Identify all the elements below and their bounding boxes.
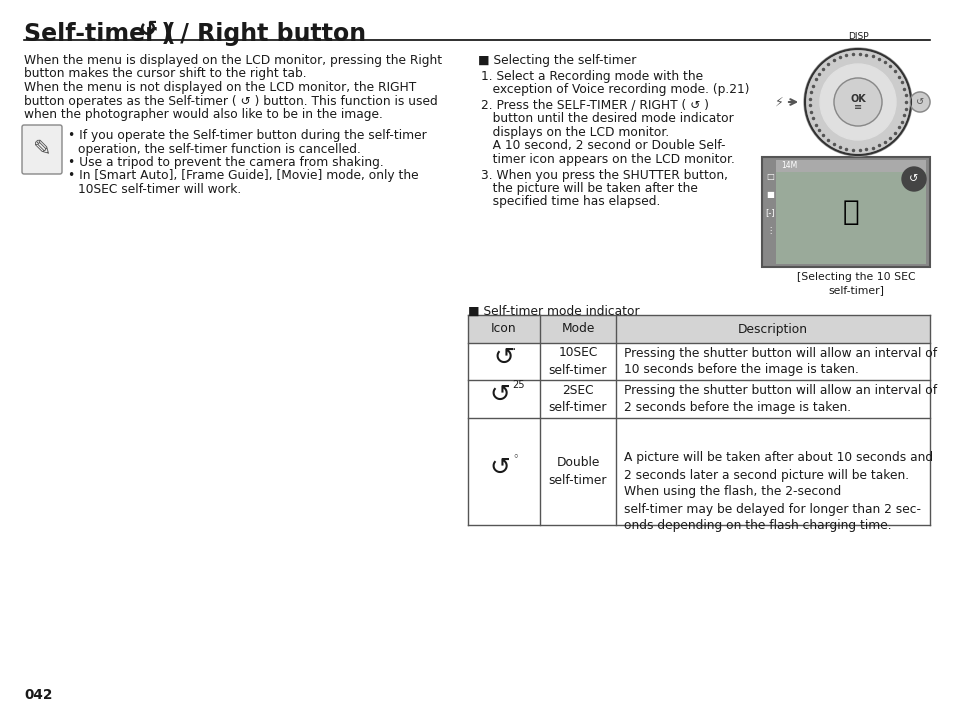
Circle shape	[820, 64, 895, 140]
Circle shape	[833, 78, 882, 126]
Text: ↺: ↺	[493, 346, 514, 369]
Circle shape	[803, 48, 911, 156]
Bar	[775, 160, 925, 172]
Text: ↺: ↺	[915, 97, 923, 107]
Text: 3. When you press the SHUTTER button,: 3. When you press the SHUTTER button,	[480, 168, 727, 181]
Text: ≡: ≡	[853, 102, 862, 112]
FancyBboxPatch shape	[22, 125, 62, 174]
Text: Description: Description	[738, 323, 807, 336]
Text: • In [Smart Auto], [Frame Guide], [Movie] mode, only the: • In [Smart Auto], [Frame Guide], [Movie…	[68, 169, 418, 182]
Text: [-]: [-]	[764, 209, 774, 217]
Text: 1. Select a Recording mode with the: 1. Select a Recording mode with the	[480, 70, 702, 83]
Text: ■ Self-timer mode indicator: ■ Self-timer mode indicator	[468, 305, 639, 318]
Text: Icon: Icon	[491, 323, 517, 336]
Circle shape	[909, 92, 929, 112]
Text: Pressing the shutter button will allow an interval of
2 seconds before the image: Pressing the shutter button will allow a…	[623, 384, 936, 414]
Text: 2. Press the SELF-TIMER / RIGHT ( ↺ ): 2. Press the SELF-TIMER / RIGHT ( ↺ )	[480, 99, 708, 112]
Text: displays on the LCD monitor.: displays on the LCD monitor.	[480, 126, 669, 139]
Text: ⋮: ⋮	[765, 227, 774, 235]
Text: • If you operate the Self-timer button during the self-timer: • If you operate the Self-timer button d…	[68, 129, 426, 142]
Text: button until the desired mode indicator: button until the desired mode indicator	[480, 112, 733, 125]
Bar	[761, 157, 929, 267]
Text: • Use a tripod to prevent the camera from shaking.: • Use a tripod to prevent the camera fro…	[68, 156, 383, 169]
Text: ↺: ↺	[138, 20, 156, 40]
Text: Double
self-timer: Double self-timer	[548, 456, 607, 487]
Circle shape	[901, 167, 925, 191]
Text: 10SEC self-timer will work.: 10SEC self-timer will work.	[78, 183, 241, 196]
Text: 👫: 👫	[841, 198, 859, 226]
Circle shape	[806, 51, 908, 153]
Text: A 10 second, 2 second or Double Self-: A 10 second, 2 second or Double Self-	[480, 140, 724, 153]
Text: ↺: ↺	[489, 383, 510, 407]
Text: OK: OK	[849, 94, 865, 104]
Text: ◦: ◦	[512, 452, 518, 462]
Text: ) / Right button: ) / Right button	[152, 22, 366, 46]
Text: 10SEC
self-timer: 10SEC self-timer	[548, 346, 607, 377]
Circle shape	[817, 62, 897, 142]
Text: timer icon appears on the LCD monitor.: timer icon appears on the LCD monitor.	[480, 153, 734, 166]
Text: 2SEC
self-timer: 2SEC self-timer	[548, 384, 607, 414]
Text: ✎: ✎	[32, 140, 51, 160]
Text: 042: 042	[24, 688, 52, 702]
Text: 25: 25	[512, 380, 524, 390]
Text: ↺: ↺	[908, 174, 918, 184]
Text: when the photographer would also like to be in the image.: when the photographer would also like to…	[24, 108, 382, 121]
Text: the picture will be taken after the: the picture will be taken after the	[480, 182, 698, 195]
Text: ↺: ↺	[489, 456, 510, 480]
Text: ■ Selecting the self-timer: ■ Selecting the self-timer	[477, 54, 636, 67]
Text: ⚡: ⚡	[775, 96, 783, 109]
Text: Pressing the shutter button will allow an interval of
10 seconds before the imag: Pressing the shutter button will allow a…	[623, 346, 936, 377]
Text: DISP: DISP	[847, 32, 867, 41]
Text: ·: ·	[511, 343, 516, 356]
Text: When the menu is not displayed on the LCD monitor, the RIGHT: When the menu is not displayed on the LC…	[24, 81, 416, 94]
Text: Mode: Mode	[560, 323, 594, 336]
Text: button operates as the Self-timer ( ↺ ) button. This function is used: button operates as the Self-timer ( ↺ ) …	[24, 94, 437, 107]
Text: button makes the cursor shift to the right tab.: button makes the cursor shift to the rig…	[24, 68, 306, 81]
Text: A picture will be taken after about 10 seconds and
2 seconds later a second pict: A picture will be taken after about 10 s…	[623, 451, 932, 533]
Text: specified time has elapsed.: specified time has elapsed.	[480, 196, 659, 209]
Text: When the menu is displayed on the LCD monitor, pressing the Right: When the menu is displayed on the LCD mo…	[24, 54, 441, 67]
Text: 14M: 14M	[781, 161, 797, 171]
Text: ■: ■	[765, 191, 773, 199]
Bar	[468, 315, 929, 343]
Text: operation, the self-timer function is cancelled.: operation, the self-timer function is ca…	[78, 143, 360, 156]
Text: Self-timer (: Self-timer (	[24, 22, 184, 46]
Text: MF•⇩: MF•⇩	[841, 161, 864, 170]
Text: [Selecting the 10 SEC
self-timer]: [Selecting the 10 SEC self-timer]	[796, 272, 914, 295]
Bar	[775, 160, 925, 264]
Text: □: □	[765, 173, 773, 181]
Text: exception of Voice recording mode. (p.21): exception of Voice recording mode. (p.21…	[480, 84, 749, 96]
